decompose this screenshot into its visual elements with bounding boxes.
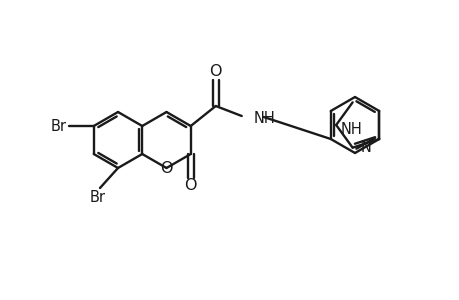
Text: O: O — [160, 160, 173, 175]
Text: N: N — [360, 140, 371, 155]
Text: NH: NH — [339, 122, 361, 136]
Text: Br: Br — [50, 118, 67, 134]
Text: NH: NH — [253, 110, 275, 125]
Text: Br: Br — [90, 190, 106, 205]
Text: O: O — [209, 64, 222, 79]
Text: O: O — [184, 178, 196, 194]
